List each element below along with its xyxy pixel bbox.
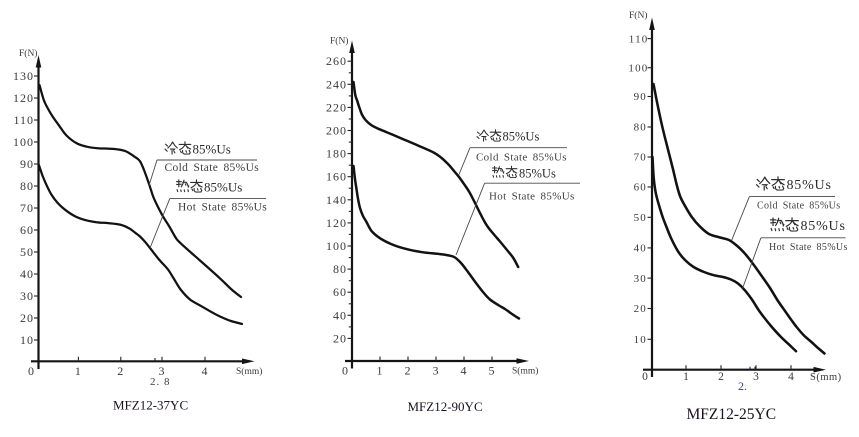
svg-text:90: 90: [20, 157, 34, 171]
svg-text:S(mm): S(mm): [810, 372, 842, 383]
svg-text:3: 3: [159, 364, 166, 378]
svg-text:1: 1: [377, 364, 384, 378]
svg-text:85%Us: 85%Us: [519, 167, 556, 181]
svg-text:S(mm): S(mm): [512, 366, 538, 377]
svg-text:20: 20: [333, 331, 347, 345]
svg-text:40: 40: [634, 243, 647, 255]
svg-text:MFZ12-90YC: MFZ12-90YC: [408, 399, 483, 414]
svg-text:60: 60: [634, 182, 647, 194]
svg-text:60: 60: [20, 223, 34, 237]
svg-text:F(N): F(N): [19, 48, 37, 59]
svg-text:10: 10: [634, 334, 647, 346]
svg-text:180: 180: [326, 147, 347, 161]
svg-text:4: 4: [461, 364, 468, 378]
svg-text:80: 80: [20, 179, 34, 193]
svg-text:50: 50: [20, 245, 34, 259]
svg-text:160: 160: [326, 170, 347, 184]
svg-text:4: 4: [788, 371, 794, 383]
svg-text:0: 0: [342, 364, 349, 378]
svg-text:2: 2: [718, 371, 724, 383]
svg-text:240: 240: [326, 77, 347, 91]
svg-text:40: 40: [20, 267, 34, 281]
svg-text:2. 8: 2. 8: [150, 376, 171, 388]
svg-text:MFZ12-25YC: MFZ12-25YC: [687, 406, 777, 423]
svg-text:60: 60: [333, 285, 347, 299]
svg-text:S(mm): S(mm): [236, 366, 262, 377]
svg-text:70: 70: [634, 152, 647, 164]
svg-text:20: 20: [20, 311, 34, 325]
svg-text:120: 120: [326, 216, 347, 230]
svg-text:Cold State 85%Us: Cold State 85%Us: [476, 152, 567, 164]
svg-text:80: 80: [634, 122, 647, 134]
svg-text:2: 2: [405, 364, 412, 378]
svg-text:140: 140: [326, 193, 347, 207]
svg-text:Cold State 85%Us: Cold State 85%Us: [757, 201, 841, 212]
svg-text:90: 90: [634, 91, 647, 103]
svg-text:3: 3: [753, 371, 759, 383]
svg-text:Hot State 85%Us: Hot State 85%Us: [769, 242, 848, 253]
svg-text:MFZ12-37YC: MFZ12-37YC: [113, 398, 188, 413]
svg-text:100: 100: [13, 135, 34, 149]
svg-text:110: 110: [629, 33, 649, 45]
svg-text:220: 220: [326, 100, 347, 114]
svg-text:2: 2: [117, 364, 124, 378]
svg-text:100: 100: [326, 239, 347, 253]
svg-text:20: 20: [634, 303, 647, 315]
svg-text:Hot State 85%Us: Hot State 85%Us: [489, 191, 575, 203]
svg-text:30: 30: [634, 273, 647, 285]
svg-text:30: 30: [20, 289, 34, 303]
svg-text:85%Us: 85%Us: [503, 130, 540, 144]
svg-text:10: 10: [20, 333, 34, 347]
svg-text:5: 5: [489, 364, 496, 378]
svg-text:260: 260: [326, 54, 347, 68]
svg-text:200: 200: [326, 124, 347, 138]
svg-text:0: 0: [642, 371, 648, 383]
svg-text:80: 80: [333, 262, 347, 276]
svg-text:1: 1: [683, 371, 689, 383]
svg-text:70: 70: [20, 201, 34, 215]
svg-text:40: 40: [333, 308, 347, 322]
svg-text:Cold State 85%Us: Cold State 85%Us: [165, 162, 260, 174]
svg-text:120: 120: [13, 91, 34, 105]
svg-text:85%Us: 85%Us: [801, 219, 846, 234]
svg-text:4: 4: [202, 364, 209, 378]
svg-text:2.: 2.: [738, 379, 747, 393]
svg-text:85%Us: 85%Us: [787, 178, 832, 193]
svg-text:3: 3: [433, 364, 440, 378]
svg-text:F(N): F(N): [330, 36, 348, 47]
svg-text:1: 1: [75, 364, 82, 378]
svg-text:0: 0: [28, 364, 35, 378]
svg-text:100: 100: [628, 62, 648, 74]
svg-text:110: 110: [13, 113, 34, 127]
svg-text:F(N): F(N): [629, 10, 647, 21]
svg-text:85%Us: 85%Us: [204, 180, 242, 195]
svg-text:Hot State 85%Us: Hot State 85%Us: [178, 202, 267, 214]
svg-text:50: 50: [634, 212, 647, 224]
svg-text:130: 130: [13, 69, 34, 83]
svg-text:85%Us: 85%Us: [193, 142, 231, 157]
